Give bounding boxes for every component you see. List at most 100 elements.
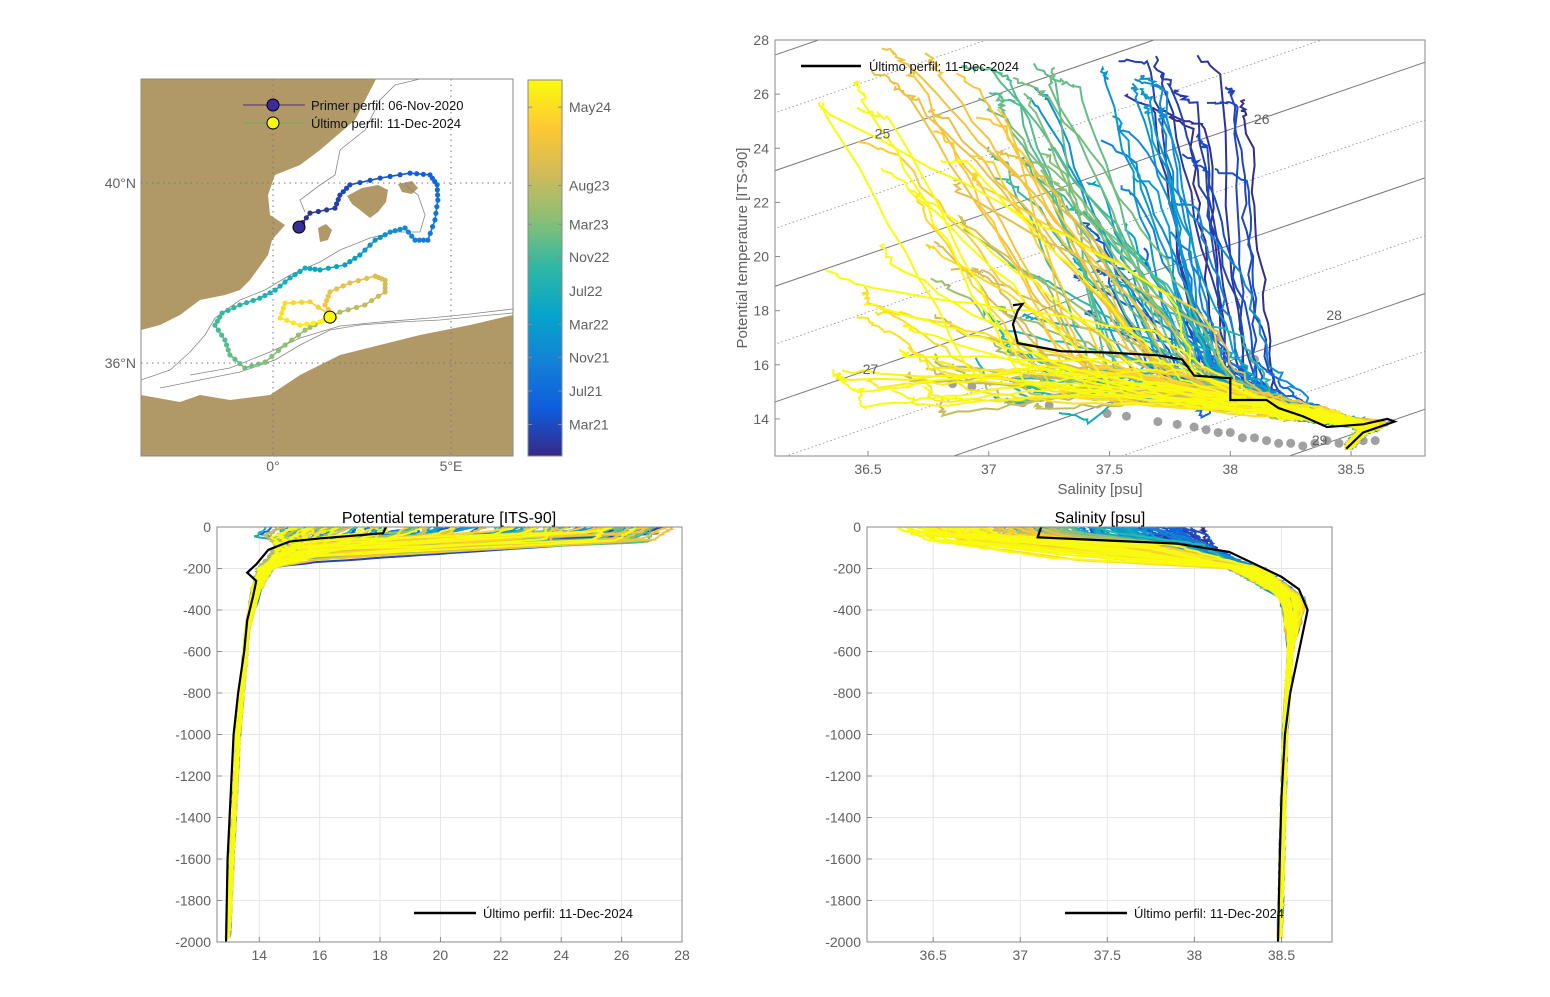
salinity-profile bbox=[980, 527, 1306, 938]
y-tick-label: 22 bbox=[753, 194, 769, 210]
salinity-profile bbox=[942, 527, 1300, 938]
reference-point bbox=[1322, 436, 1332, 446]
track-point bbox=[277, 315, 283, 321]
salinity-profile bbox=[1023, 527, 1294, 938]
map-ytick-label: 40°N bbox=[105, 175, 136, 191]
temperature-profile bbox=[225, 527, 675, 939]
temperature-profile bbox=[225, 527, 608, 939]
map-legend: Primer perfil: 06-Nov-2020 Último perfil… bbox=[243, 98, 463, 131]
colorbar-tick-label: Mar22 bbox=[569, 316, 609, 332]
track-point bbox=[315, 304, 321, 310]
y-tick-label: 0 bbox=[203, 519, 211, 535]
track-segment bbox=[289, 267, 306, 279]
x-tick-label: 37.5 bbox=[1094, 947, 1121, 963]
salinity-profile bbox=[1007, 527, 1304, 938]
salinity-profile bbox=[974, 527, 1294, 939]
salinity-profile bbox=[966, 527, 1305, 938]
temperature-profile bbox=[225, 527, 351, 939]
temperature-profile bbox=[226, 527, 608, 939]
temperature-profile bbox=[226, 527, 381, 939]
temperature-profile bbox=[224, 527, 587, 939]
temperature-profile bbox=[224, 527, 613, 938]
reference-point bbox=[1225, 427, 1235, 437]
salinity-profile bbox=[907, 527, 1298, 938]
track-point bbox=[382, 285, 388, 291]
temperature-profile bbox=[224, 527, 651, 939]
track-point bbox=[297, 268, 303, 274]
x-tick-label: 14 bbox=[251, 947, 267, 963]
density-contour bbox=[775, 40, 988, 114]
y-tick-label: 18 bbox=[753, 303, 769, 319]
temperature-profile bbox=[226, 527, 627, 939]
y-tick-label: -200 bbox=[183, 561, 211, 577]
salinity-profile bbox=[1007, 527, 1295, 939]
bathymetry-contour bbox=[299, 79, 421, 213]
y-tick-label: -1800 bbox=[175, 893, 211, 909]
track-point bbox=[290, 300, 297, 306]
reference-point bbox=[967, 381, 977, 391]
track-point bbox=[433, 210, 439, 216]
map-xtick-label: 5°E bbox=[440, 458, 463, 474]
track-point bbox=[347, 259, 353, 265]
y-tick-label: -1000 bbox=[825, 727, 861, 743]
track-point bbox=[432, 217, 438, 223]
track-point bbox=[367, 242, 373, 248]
track-point bbox=[272, 287, 278, 293]
salinity-title: Salinity [psu] bbox=[1055, 510, 1146, 527]
density-contour bbox=[775, 40, 1323, 229]
salinity-profile bbox=[942, 527, 1292, 939]
reference-point bbox=[1189, 422, 1199, 432]
y-tick-label: 14 bbox=[753, 411, 769, 427]
y-tick-label: -1600 bbox=[175, 851, 211, 867]
temperature-profile bbox=[226, 527, 619, 938]
track-point bbox=[289, 337, 295, 343]
track-point bbox=[243, 300, 250, 306]
temperature-profile bbox=[226, 527, 553, 939]
temperature-profile bbox=[225, 527, 651, 938]
y-tick-label: 0 bbox=[853, 519, 861, 535]
temperature-profile bbox=[226, 527, 377, 938]
track-point bbox=[343, 185, 350, 191]
temperature-profile bbox=[227, 527, 321, 939]
salinity-profile bbox=[970, 527, 1294, 939]
track-point bbox=[369, 298, 375, 304]
ts-frame bbox=[774, 39, 1426, 457]
y-tick-label: 24 bbox=[753, 140, 769, 156]
track-point bbox=[392, 228, 398, 234]
track-segment bbox=[299, 321, 321, 326]
track-point bbox=[352, 255, 358, 261]
y-tick-label: -400 bbox=[183, 602, 211, 618]
reference-point bbox=[1310, 438, 1320, 448]
reference-point bbox=[1121, 411, 1131, 421]
salinity-profile bbox=[938, 527, 1304, 938]
track-point bbox=[304, 321, 310, 327]
track-point bbox=[377, 234, 383, 241]
track-segment bbox=[359, 239, 376, 256]
salinity-profile bbox=[1051, 527, 1296, 939]
track-point bbox=[282, 279, 288, 285]
track-point bbox=[375, 293, 381, 299]
y-tick-label: -1200 bbox=[825, 768, 861, 784]
last-profile-marker-icon bbox=[266, 116, 280, 130]
track-point bbox=[292, 272, 298, 278]
temperature-profile bbox=[225, 527, 340, 939]
salinity-profile bbox=[922, 527, 1297, 939]
track-segment bbox=[229, 354, 246, 369]
bathymetry-contour bbox=[159, 312, 513, 389]
temperature-profile bbox=[224, 527, 371, 939]
last-profile-line bbox=[224, 527, 388, 942]
density-contour-label: 29 bbox=[1312, 432, 1328, 448]
track-point bbox=[225, 307, 231, 313]
colorbar-tick-label: Aug23 bbox=[569, 178, 610, 194]
y-tick-label: -1800 bbox=[825, 893, 861, 909]
track-point bbox=[362, 302, 368, 308]
track-point bbox=[227, 352, 233, 358]
track-segment bbox=[339, 304, 366, 313]
ts-ylabel: Potential temperature [ITS-90] bbox=[734, 148, 751, 349]
track-point bbox=[282, 342, 288, 348]
salinity-profile bbox=[979, 527, 1292, 939]
x-tick-label: 36.5 bbox=[854, 461, 881, 477]
track-point bbox=[340, 283, 346, 289]
ts-profile bbox=[818, 101, 1369, 440]
reference-point bbox=[1274, 438, 1284, 448]
